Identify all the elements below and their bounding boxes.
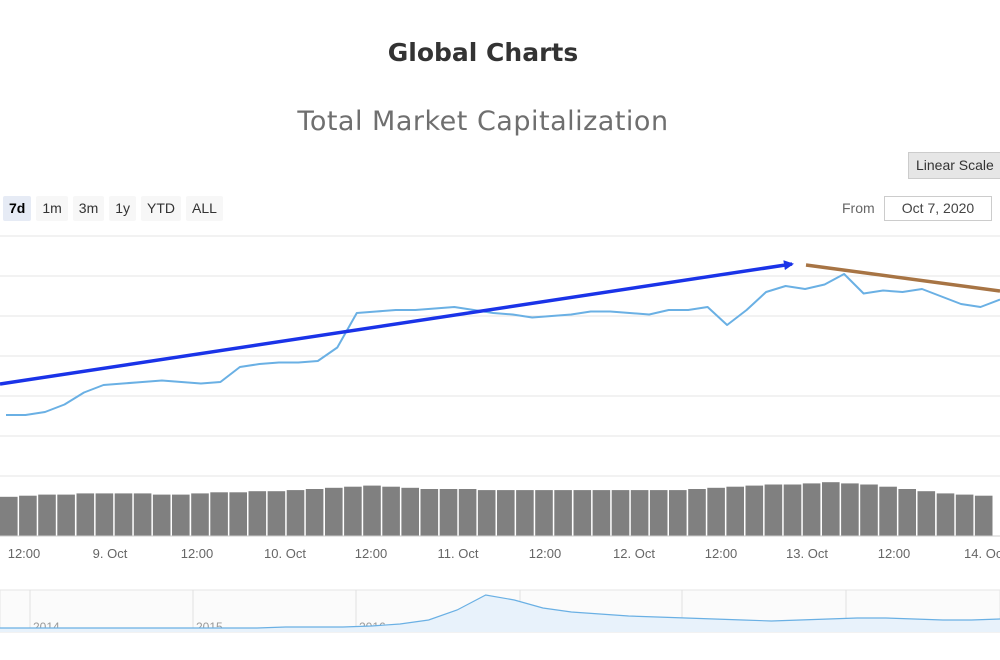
volume-bar [248,491,267,536]
volume-bar [707,487,725,536]
volume-bar [19,495,37,536]
market-cap-line [6,273,1000,416]
volume-bar [611,490,630,536]
volume-bar [898,489,916,536]
volume-bar [0,496,18,536]
volume-bar [344,486,362,536]
trend-down-line [805,263,1000,293]
volume-bar [229,492,247,536]
x-tick-label: 12. Oct [613,546,655,561]
chart-title: Total Market Capitalization [297,106,669,137]
x-tick-label: 12:00 [529,546,562,561]
volume-bar [573,490,592,536]
volume-bar [764,484,783,536]
scale-toggle-button[interactable]: Linear Scale [908,152,1000,179]
volume-bar [76,493,95,536]
x-tick-label: 12:00 [355,546,388,561]
volume-bar [726,486,744,536]
volume-bar [879,486,897,536]
navigator-area [0,595,1000,632]
range-button-all[interactable]: ALL [186,196,223,221]
range-button-7d[interactable]: 7d [3,196,32,221]
volume-bar [267,491,286,536]
x-tick-label: 12:00 [878,546,911,561]
volume-bar [191,493,209,536]
range-button-ytd[interactable]: YTD [141,196,182,221]
navigator-line [0,594,1000,629]
volume-bar [936,493,955,536]
volume-bar [38,494,56,536]
volume-bar [802,483,821,536]
volume-bar [420,489,439,536]
range-button-1y[interactable]: 1y [109,196,137,221]
volume-bar [95,493,114,536]
x-tick-label: 12:00 [8,546,41,561]
from-label: From [842,200,875,216]
x-tick-label: 12:00 [705,546,738,561]
x-tick-label: 13. Oct [786,546,828,561]
volume-bar [974,495,993,536]
range-button-1m[interactable]: 1m [36,196,68,221]
volume-bar [554,490,572,536]
range-button-3m[interactable]: 3m [72,196,105,221]
volume-bar [152,494,171,536]
page-heading: Global Charts [387,38,579,67]
x-tick-label: 10. Oct [264,546,306,561]
trend-up-arrow [0,260,794,386]
from-date-input[interactable]: Oct 7, 2020 [884,196,992,221]
volume-bar [401,487,419,536]
volume-bar [172,494,190,536]
volume-bar [841,483,859,536]
range-selector: 7d 1m 3m 1y YTD ALL [3,196,223,221]
volume-bar [630,490,649,536]
volume-bar [57,494,75,536]
volume-bar [535,490,553,536]
volume-bar [860,484,878,536]
x-tick-label: 14. Oct [964,546,1000,561]
volume-bar [669,490,687,536]
volume-bar [745,485,764,536]
volume-bar [305,489,324,536]
volume-bar [822,482,840,536]
volume-bar [133,493,152,536]
volume-bar [497,490,515,536]
volume-bar [210,492,228,536]
volume-bar [955,494,974,536]
volume-bar [363,485,381,536]
volume-bar [516,490,534,536]
volume-bar [917,491,936,536]
x-tick-label: 12:00 [181,546,214,561]
volume-bar [688,489,706,536]
volume-bar [592,490,611,536]
volume-bar [783,484,802,536]
x-tick-label: 9. Oct [93,546,128,561]
volume-bar [286,490,305,536]
volume-bar [458,489,477,536]
volume-bar [649,490,668,536]
volume-bar [325,487,343,536]
volume-bar [439,489,458,536]
volume-bar [114,493,133,536]
volume-bar [477,490,496,536]
volume-bar [382,486,400,536]
x-tick-label: 11. Oct [438,546,479,561]
